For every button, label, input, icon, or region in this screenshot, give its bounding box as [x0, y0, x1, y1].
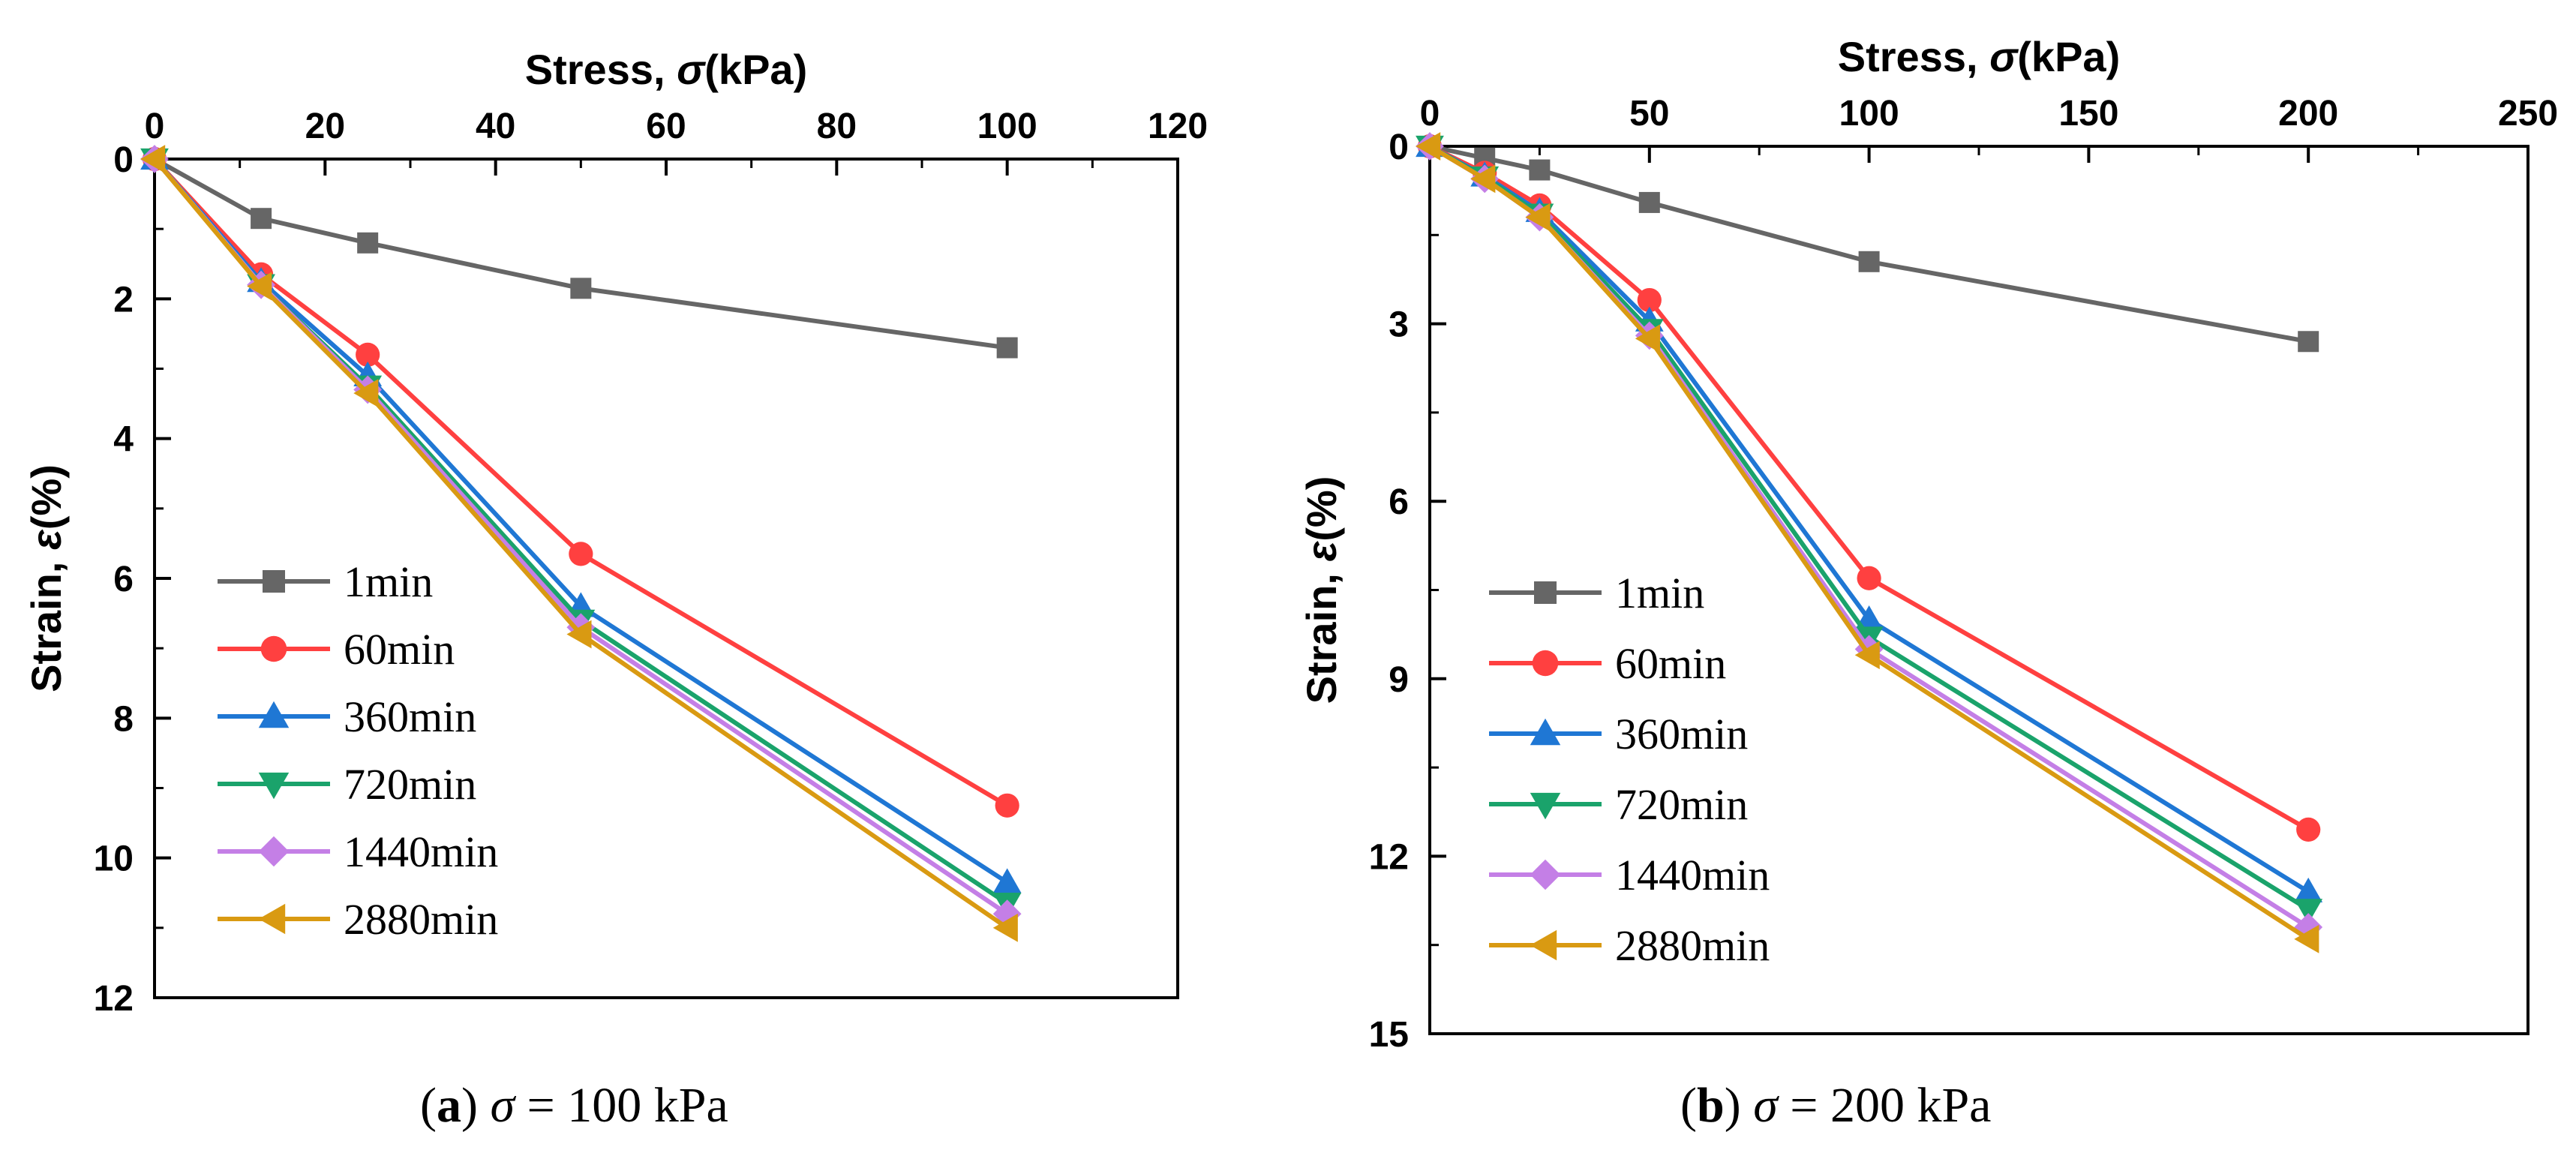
x-tick-label: 0	[145, 107, 165, 146]
y-axis-title: Strain, ε(%)	[23, 464, 70, 692]
data-point-1min	[1639, 192, 1660, 213]
legend-marker-60min	[1533, 650, 1559, 677]
data-point-60min	[2296, 818, 2320, 842]
x-tick-label: 100	[977, 107, 1037, 146]
figure-canvas: 020406080100120024681012Stress, σ(kPa)St…	[0, 0, 2576, 1162]
series-line-60min	[1430, 146, 2308, 830]
data-point-360min	[2294, 878, 2322, 902]
chart-panel-b: 0 50 100 150 200 250 0 3 6 9 12 15 Stress, σ(kPa) Str…	[1298, 33, 2558, 1133]
legend-label-1440min: 1440min	[1615, 851, 1770, 899]
legend-label-1440min: 1440min	[344, 827, 498, 876]
legend-label-1min: 1min	[344, 557, 433, 606]
y-axis-title: Strain, ε(%)	[1298, 476, 1345, 704]
legend-marker-2880min	[1530, 930, 1557, 961]
x-tick-label: 80	[817, 107, 857, 146]
panel-caption: (b) σ = 200 kPa	[1680, 1078, 1991, 1133]
legend-marker-1440min	[259, 836, 290, 867]
legend-label-2880min: 2880min	[344, 895, 498, 944]
y-tick-label: 0	[113, 140, 134, 180]
x-tick-label: 150	[2058, 94, 2118, 134]
series-line-720min	[155, 159, 1007, 903]
data-point-60min	[1857, 566, 1881, 590]
legend-marker-1440min	[1530, 860, 1561, 890]
legend-label-60min: 60min	[344, 625, 455, 674]
x-tick-label: 60	[646, 107, 686, 146]
y-tick-label: 15	[1369, 1015, 1409, 1055]
x-tick-label: 20	[305, 107, 345, 146]
data-point-1min	[251, 208, 272, 229]
legend-label-2880min: 2880min	[1615, 921, 1770, 970]
legend-marker-60min	[261, 636, 287, 662]
x-tick-label: 250	[2498, 94, 2558, 134]
series-line-60min	[155, 159, 1007, 806]
legend-label-720min: 720min	[1615, 780, 1748, 829]
data-point-60min	[569, 542, 593, 566]
x-axis-title: Stress, σ(kPa)	[1838, 33, 2120, 80]
panel-caption: (a) σ = 100 kPa	[420, 1078, 728, 1133]
legend-marker-2880min	[259, 904, 285, 935]
legend-marker-1min	[1534, 581, 1557, 604]
legend-marker-1min	[263, 570, 285, 593]
data-point-360min	[993, 868, 1022, 893]
data-point-1min	[2298, 331, 2319, 352]
y-tick-label: 4	[113, 420, 134, 460]
legend-label-60min: 60min	[1615, 639, 1726, 688]
plot-frame	[155, 159, 1178, 998]
x-tick-label: 200	[2278, 94, 2338, 134]
data-point-1min	[1529, 160, 1550, 181]
y-tick-label: 3	[1389, 305, 1409, 345]
y-tick-label: 0	[1389, 128, 1409, 167]
data-point-1min	[570, 278, 591, 299]
data-point-1min	[997, 338, 1018, 359]
y-tick-label: 8	[113, 699, 134, 739]
legend-label-360min: 360min	[344, 692, 476, 741]
legend-label-360min: 360min	[1615, 710, 1748, 758]
data-point-1min	[1859, 251, 1880, 272]
y-tick-label: 6	[1389, 482, 1409, 522]
x-tick-label: 50	[1629, 94, 1669, 134]
y-tick-label: 10	[94, 839, 134, 879]
y-tick-label: 12	[94, 979, 134, 1019]
x-tick-label: 0	[1420, 94, 1440, 134]
y-tick-label: 9	[1389, 660, 1409, 700]
x-axis-title: Stress, σ(kPa)	[525, 46, 807, 93]
data-point-1min	[357, 233, 378, 254]
x-tick-label: 100	[1839, 94, 1899, 134]
x-tick-label: 40	[476, 107, 515, 146]
legend-label-1min: 1min	[1615, 569, 1704, 617]
chart-panel-a: 0 20 40 60 80 100 120 0 2 4 6 8 10 12 Stress, σ(kPa) St…	[23, 46, 1208, 1133]
x-tick-label: 120	[1148, 107, 1208, 146]
y-tick-label: 6	[113, 560, 134, 599]
series-line-1min	[155, 159, 1007, 348]
y-tick-label: 12	[1369, 837, 1409, 877]
y-tick-label: 2	[113, 280, 134, 320]
legend-label-720min: 720min	[344, 760, 476, 809]
data-point-60min	[995, 794, 1019, 818]
